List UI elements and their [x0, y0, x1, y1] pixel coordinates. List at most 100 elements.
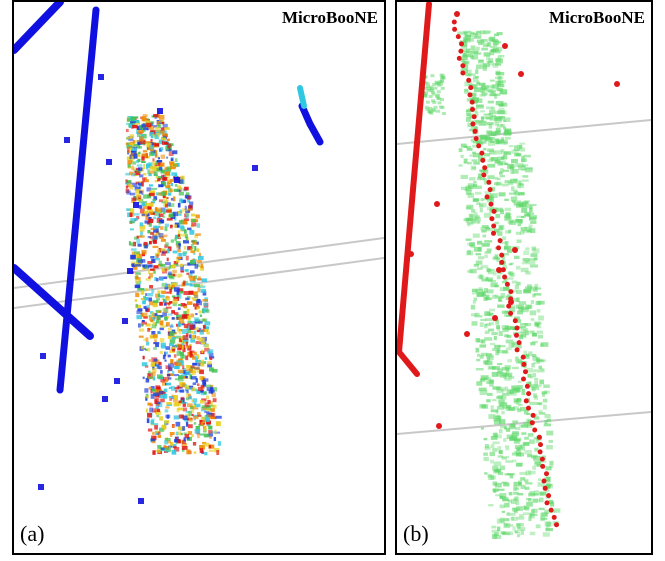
hit — [501, 253, 509, 256]
hit — [466, 204, 474, 210]
hit — [131, 173, 136, 177]
hit — [211, 392, 216, 398]
hit — [170, 239, 175, 243]
hit — [190, 248, 193, 254]
hit — [137, 146, 142, 149]
hit — [477, 240, 483, 245]
red-hit — [488, 201, 494, 207]
hit — [510, 516, 515, 521]
isolated-hit — [133, 202, 139, 208]
red-hit — [541, 478, 547, 484]
red-hit — [455, 34, 461, 40]
hit — [158, 402, 163, 408]
hit — [153, 114, 159, 118]
hit — [153, 347, 157, 350]
hit — [177, 294, 180, 299]
hit — [475, 347, 480, 353]
hit — [171, 284, 175, 288]
hit — [506, 315, 513, 318]
hit — [175, 241, 181, 246]
hit — [197, 414, 202, 417]
hit — [167, 202, 171, 207]
hit — [462, 47, 467, 52]
hit — [192, 298, 199, 301]
hit — [464, 88, 469, 92]
hit — [520, 227, 528, 232]
hit — [189, 275, 195, 281]
hit — [145, 378, 150, 383]
hit — [193, 275, 198, 280]
hit — [507, 359, 513, 363]
hit — [139, 136, 144, 141]
hit — [158, 184, 164, 188]
hit — [494, 116, 502, 120]
hit — [485, 318, 493, 322]
hit — [148, 222, 152, 227]
hit — [502, 265, 508, 269]
hit — [513, 497, 518, 501]
hit — [189, 229, 195, 235]
hit — [143, 173, 147, 176]
hit — [166, 257, 169, 262]
hit — [137, 182, 143, 186]
hit — [428, 95, 433, 98]
hit — [466, 48, 471, 53]
hit — [168, 445, 172, 448]
hit — [136, 168, 142, 173]
hit — [208, 430, 213, 434]
hit — [164, 282, 168, 288]
red-hit — [532, 427, 538, 433]
hit — [135, 189, 141, 194]
hit — [151, 323, 157, 329]
hit — [182, 347, 186, 353]
red-hit — [466, 77, 472, 83]
hit — [498, 76, 504, 80]
hit — [467, 161, 472, 165]
hit — [463, 60, 470, 65]
hit — [200, 416, 205, 420]
hit — [487, 60, 494, 66]
hit — [154, 425, 158, 430]
hit — [497, 526, 501, 532]
hit — [515, 356, 519, 362]
hit — [502, 532, 510, 535]
hit — [519, 452, 524, 457]
hit — [173, 188, 179, 192]
hit — [183, 291, 190, 296]
red-hit — [514, 347, 520, 353]
hit — [486, 122, 494, 126]
hit — [159, 320, 164, 326]
hit — [179, 273, 183, 278]
hit — [182, 280, 186, 285]
hit — [160, 154, 166, 159]
hit — [518, 325, 527, 328]
hit — [202, 324, 206, 329]
red-hit — [436, 423, 442, 429]
hit — [484, 360, 493, 366]
hit — [164, 359, 167, 362]
hit — [144, 297, 149, 301]
hit — [147, 269, 151, 275]
hit — [168, 396, 173, 399]
hit — [172, 269, 177, 274]
hit — [527, 454, 532, 458]
hit — [161, 201, 166, 204]
hit — [490, 130, 495, 136]
hit — [160, 248, 167, 252]
hit — [513, 491, 519, 495]
hit — [185, 210, 191, 214]
hit — [191, 219, 197, 223]
hit — [509, 192, 517, 195]
hit — [490, 282, 498, 288]
red-hit — [520, 354, 526, 360]
hit — [516, 281, 521, 286]
hit — [489, 342, 496, 346]
hit — [194, 284, 201, 288]
hit — [478, 41, 483, 45]
hit — [171, 336, 177, 340]
hit — [530, 318, 535, 321]
hit — [141, 259, 146, 263]
hit — [152, 408, 156, 413]
hit — [143, 241, 148, 246]
hit — [470, 214, 479, 219]
